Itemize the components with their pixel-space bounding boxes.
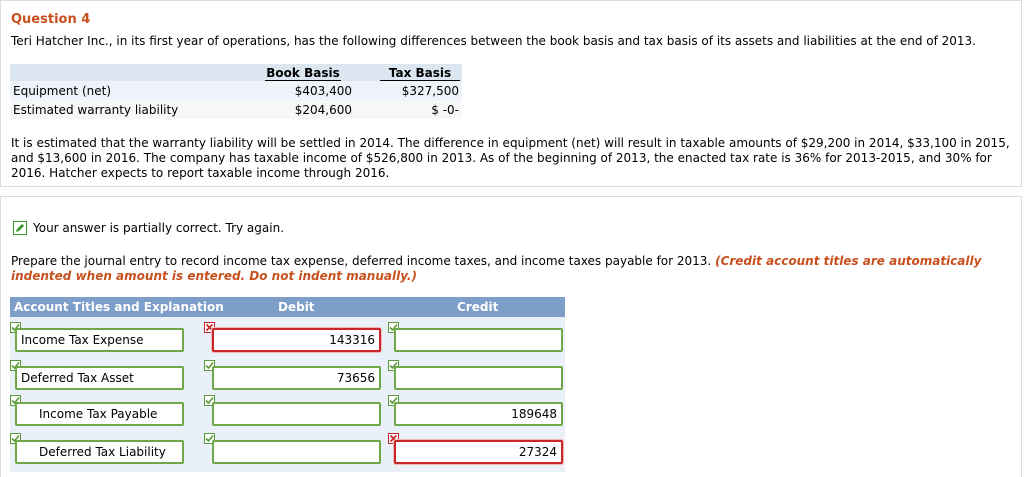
correct-check-icon [388, 360, 399, 371]
instruction-main: Prepare the journal entry to record inco… [11, 254, 712, 268]
book-basis-header: Book Basis [265, 66, 341, 81]
credit-input[interactable] [394, 328, 563, 352]
correct-check-icon [204, 433, 215, 444]
incorrect-x-icon [204, 322, 215, 333]
debit-input[interactable] [212, 402, 381, 426]
basis-table-header: Book Basis Tax Basis [10, 64, 462, 81]
instruction-text: Prepare the journal entry to record inco… [11, 254, 1011, 284]
debit-header: Debit [278, 300, 315, 314]
debit-input[interactable]: 143316 [212, 328, 381, 352]
correct-check-icon [388, 395, 399, 406]
debit-input[interactable]: 73656 [212, 366, 381, 390]
credit-input[interactable]: 27324 [394, 440, 563, 464]
debit-input[interactable] [212, 440, 381, 464]
answer-panel: Your answer is partially correct. Try ag… [0, 196, 1022, 477]
correct-check-icon [204, 360, 215, 371]
row-label: Estimated warranty liability [13, 103, 179, 117]
question-title: Question 4 [11, 12, 91, 27]
question-intro: Teri Hatcher Inc., in its first year of … [11, 34, 976, 48]
instruction-note: (Credit account titles are automatically… [11, 254, 982, 283]
credit-header: Credit [457, 300, 499, 314]
correct-check-icon [388, 322, 399, 333]
table-row: Estimated warranty liability $204,600 $ … [10, 100, 462, 119]
answer-status: Your answer is partially correct. Try ag… [13, 221, 284, 235]
journal-entry-table: Account Titles and Explanation Debit Cre… [10, 297, 565, 472]
account-input[interactable]: Deferred Tax Asset [15, 366, 184, 390]
account-titles-header: Account Titles and Explanation [14, 300, 224, 314]
account-input[interactable]: Income Tax Expense [15, 328, 184, 352]
pencil-check-icon [13, 221, 27, 235]
tax-basis-value: $ -0- [431, 103, 459, 117]
account-input[interactable]: Deferred Tax Liability [15, 440, 184, 464]
credit-input[interactable]: 189648 [394, 402, 563, 426]
tax-basis-value: $327,500 [401, 84, 459, 98]
correct-check-icon [204, 395, 215, 406]
table-row: Equipment (net) $403,400 $327,500 [10, 81, 462, 100]
book-basis-value: $204,600 [294, 103, 352, 117]
book-basis-value: $403,400 [294, 84, 352, 98]
question-paragraph: It is estimated that the warranty liabil… [11, 136, 1010, 180]
account-input[interactable]: Income Tax Payable [15, 402, 184, 426]
tax-basis-header: Tax Basis [380, 66, 460, 81]
journal-table-header: Account Titles and Explanation Debit Cre… [10, 297, 565, 317]
basis-table: Book Basis Tax Basis Equipment (net) $40… [10, 64, 462, 119]
question-panel: Question 4 Teri Hatcher Inc., in its fir… [0, 0, 1022, 187]
credit-input[interactable] [394, 366, 563, 390]
row-label: Equipment (net) [13, 84, 112, 98]
status-text: Your answer is partially correct. Try ag… [33, 221, 285, 235]
